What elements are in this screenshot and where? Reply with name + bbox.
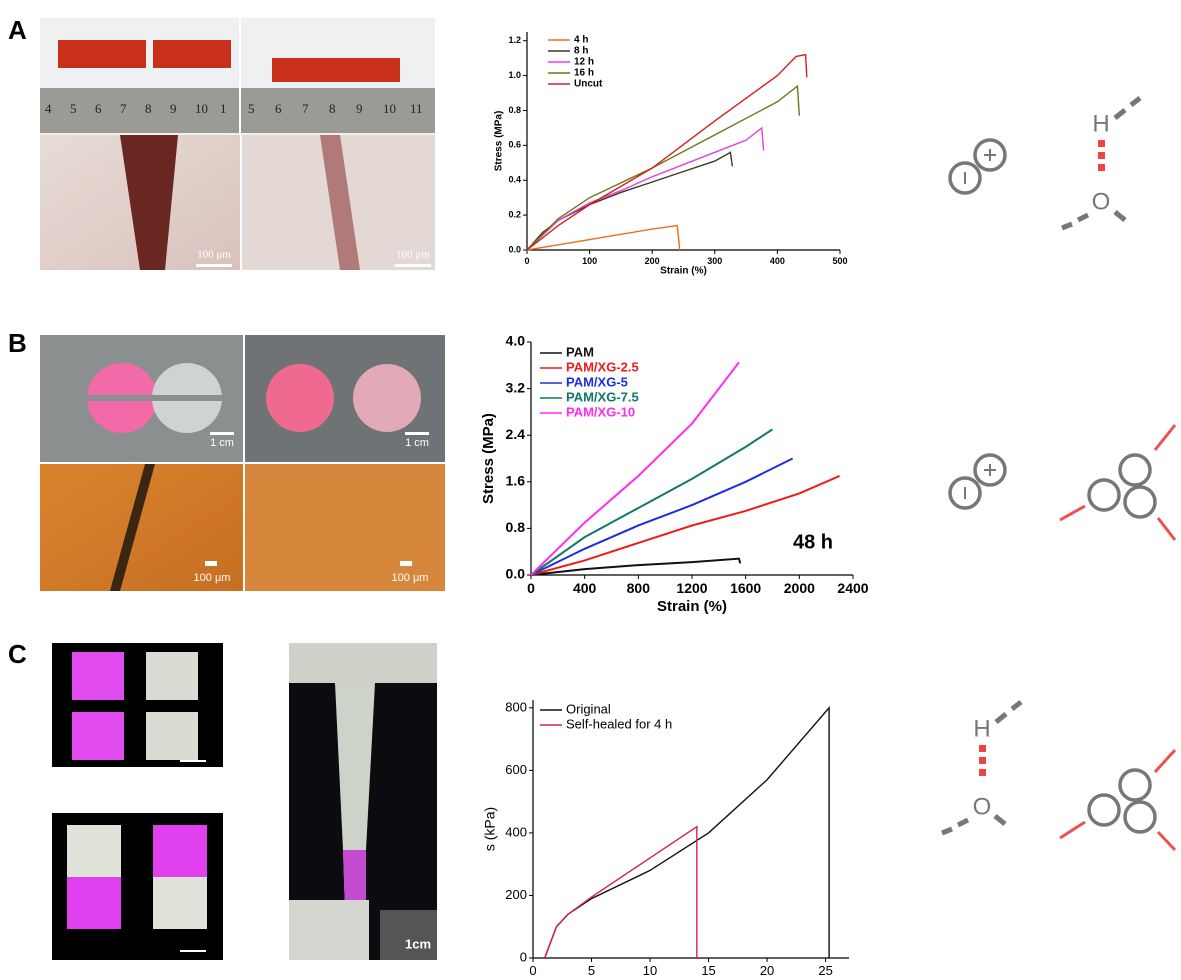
x-tick-label: 200	[645, 256, 660, 266]
legend-label: Original	[566, 701, 611, 716]
figure: A B C 100 μm 100 μm 1 cm 1 cm 100 μm 100…	[0, 0, 1181, 980]
data-line	[545, 827, 697, 958]
ruler-label: 9	[170, 101, 177, 116]
legend-label: 12 h	[574, 57, 594, 68]
y-tick-label: 600	[505, 762, 527, 777]
atom-label: H	[973, 715, 990, 742]
panel-label: B	[8, 328, 27, 358]
panel-label: C	[8, 639, 27, 669]
ruler-label: 7	[302, 101, 309, 116]
photo-c	[52, 643, 437, 960]
atom-label: O	[973, 793, 992, 820]
x-tick-label: 2000	[784, 580, 815, 596]
scale-bar-label: 100 μm	[392, 572, 429, 584]
y-tick-label: 0.0	[508, 244, 521, 254]
ruler-label: 6	[95, 101, 102, 116]
ruler-label: 8	[329, 101, 336, 116]
x-tick-label: 1200	[676, 580, 707, 596]
scale-bar-label: 100 μm	[396, 249, 430, 261]
x-tick-label: 300	[707, 256, 722, 266]
y-tick-label: 0.0	[506, 566, 526, 582]
photo-a	[40, 18, 435, 270]
y-tick-label: 2.4	[506, 426, 526, 442]
y-tick-label: 800	[505, 699, 527, 714]
ruler-label: 10	[195, 101, 208, 116]
ruler-label: 4	[45, 101, 52, 116]
y-axis-label: Stress (MPa)	[480, 413, 497, 504]
x-tick-label: 0	[527, 580, 535, 596]
y-tick-label: 0.8	[506, 519, 526, 535]
ruler-label: 5	[70, 101, 77, 116]
legend-label: PAM/XG-10	[566, 404, 635, 419]
atom-label: H	[1092, 110, 1109, 137]
x-tick-label: 10	[643, 963, 657, 978]
data-line	[531, 476, 840, 575]
scale-bar-label: 1cm	[405, 936, 431, 951]
ruler-label: 10	[383, 101, 396, 116]
legend-label: 8 h	[574, 46, 588, 57]
legend-label: 16 h	[574, 68, 594, 79]
ruler-label: 8	[145, 101, 152, 116]
y-tick-label: 0.2	[508, 209, 521, 219]
legend-label: Uncut	[574, 79, 603, 90]
data-line	[527, 128, 764, 250]
y-tick-label: 0.8	[508, 105, 521, 115]
ruler-label: 9	[356, 101, 363, 116]
x-axis-label: Strain (%)	[657, 598, 727, 615]
scale-bar-label: 100 μm	[197, 249, 231, 261]
x-tick-label: 100	[582, 256, 597, 266]
data-line	[527, 152, 732, 250]
photo-b	[40, 335, 445, 591]
y-tick-label: 1.6	[506, 473, 526, 489]
y-tick-label: 0.4	[508, 175, 521, 185]
x-tick-label: 20	[760, 963, 774, 978]
data-line	[531, 429, 773, 575]
legend-label: PAM/XG-5	[566, 374, 628, 389]
scale-bar-label: 1 cm	[210, 437, 234, 449]
x-tick-label: 2400	[837, 580, 868, 596]
x-tick-label: 500	[832, 256, 847, 266]
y-tick-label: 400	[505, 824, 527, 839]
ruler-label: 5	[248, 101, 255, 116]
ruler-label: 1	[220, 101, 227, 116]
x-tick-label: 1600	[730, 580, 761, 596]
x-tick-label: 25	[818, 963, 832, 978]
y-tick-label: 200	[505, 887, 527, 902]
legend-label: PAM/XG-7.5	[566, 389, 639, 404]
legend-label: PAM	[566, 344, 594, 359]
y-tick-label: 0	[520, 949, 527, 964]
x-tick-label: 0	[529, 963, 536, 978]
y-tick-label: 3.2	[506, 379, 526, 395]
data-line	[531, 459, 793, 576]
legend-label: Self-healed for 4 h	[566, 716, 672, 731]
x-axis-label: Strain (%)	[660, 266, 707, 277]
ruler-label: 11	[410, 101, 423, 116]
ruler-label: 6	[275, 101, 282, 116]
x-tick-label: 15	[701, 963, 715, 978]
atom-label: O	[1092, 188, 1111, 215]
x-tick-label: 800	[627, 580, 651, 596]
y-tick-label: 0.6	[508, 140, 521, 150]
legend-label: PAM/XG-2.5	[566, 359, 639, 374]
y-tick-label: 4.0	[506, 333, 526, 349]
legend-label: 4 h	[574, 35, 588, 46]
annotation: 48 h	[793, 531, 833, 553]
y-tick-label: 1.2	[508, 35, 521, 45]
x-tick-label: 5	[588, 963, 595, 978]
y-axis-label: s (kPa)	[482, 807, 498, 851]
y-tick-label: 1.0	[508, 70, 521, 80]
x-tick-label: 0	[524, 256, 529, 266]
ruler-label: 7	[120, 101, 127, 116]
panel-label: A	[8, 15, 27, 45]
scale-bar-label: 100 μm	[194, 572, 231, 584]
data-line	[527, 86, 799, 250]
x-tick-label: 400	[770, 256, 785, 266]
scale-bar-label: 1 cm	[405, 437, 429, 449]
x-tick-label: 400	[573, 580, 597, 596]
y-axis-label: Stress (MPa)	[494, 111, 505, 172]
